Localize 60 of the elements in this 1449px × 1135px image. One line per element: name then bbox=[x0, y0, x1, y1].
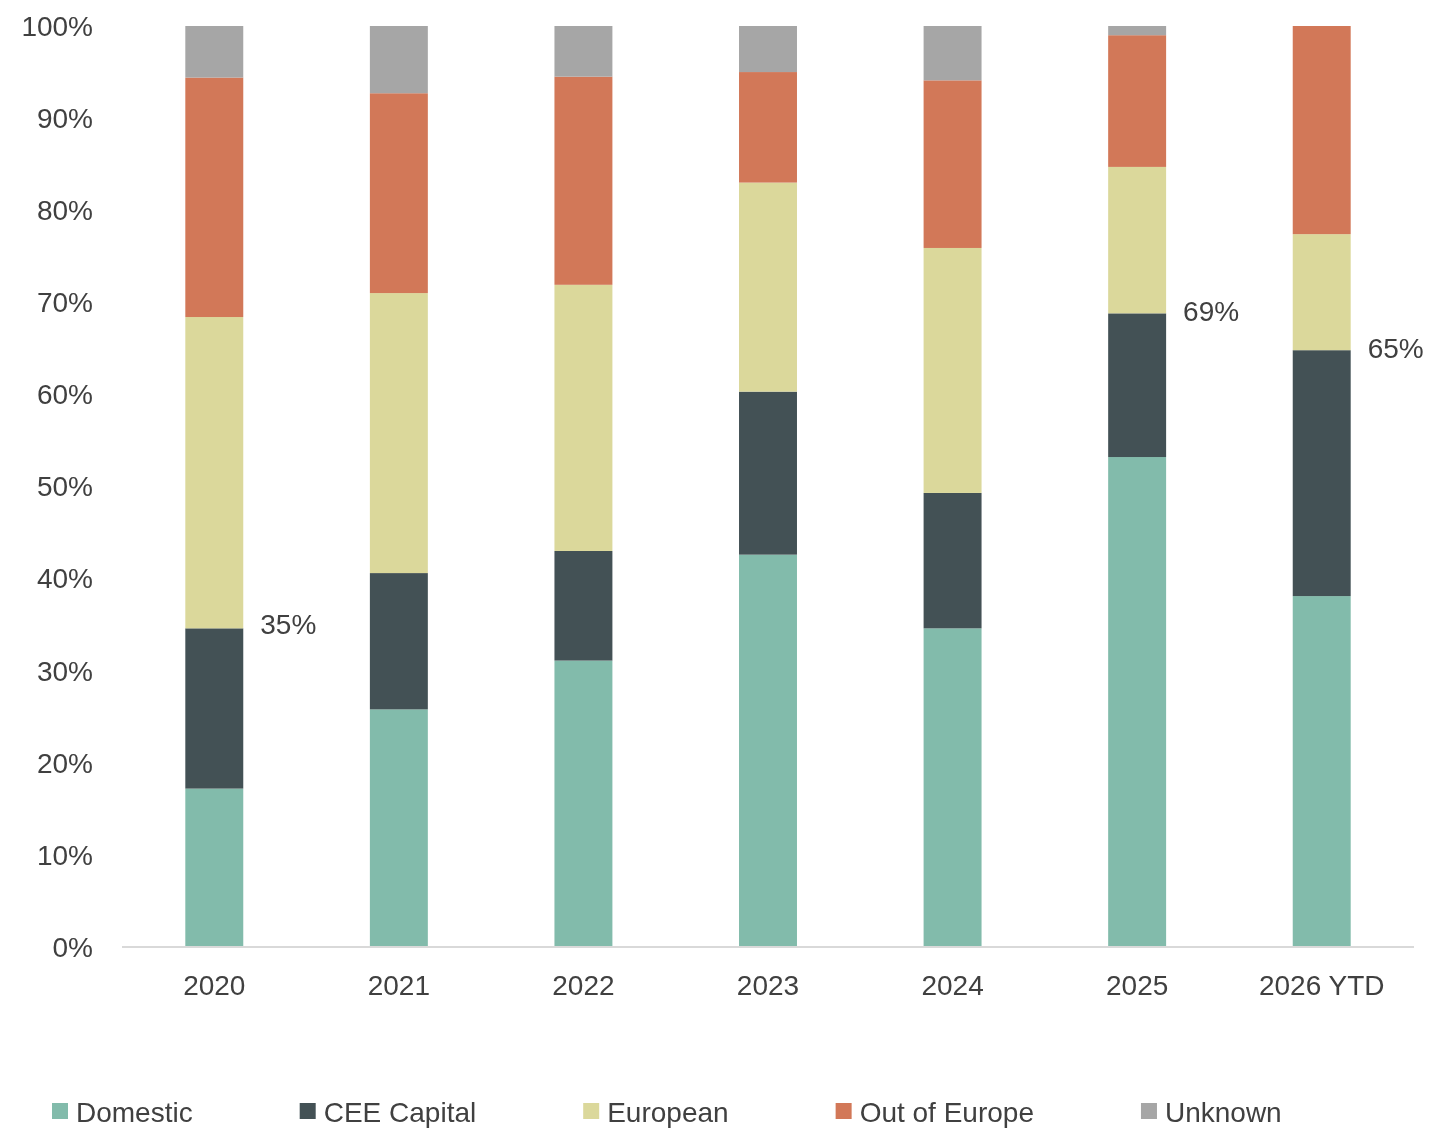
bar bbox=[369, 93, 428, 294]
bar bbox=[554, 660, 613, 947]
legend-label: Out of Europe bbox=[859, 1096, 1034, 1128]
bar bbox=[923, 247, 982, 493]
bar bbox=[554, 76, 613, 285]
bar bbox=[923, 492, 982, 629]
x-tick-label: 2021 bbox=[367, 969, 431, 1001]
x-tick-label: 2023 bbox=[736, 969, 800, 1001]
legend-label: European bbox=[607, 1096, 729, 1128]
bar bbox=[1108, 313, 1167, 458]
bar bbox=[1292, 350, 1351, 597]
y-tick-label: 10% bbox=[36, 839, 93, 871]
bar bbox=[369, 709, 428, 947]
annotation: 65% bbox=[1367, 333, 1424, 365]
bar bbox=[185, 628, 244, 789]
legend-label: Unknown bbox=[1164, 1096, 1282, 1128]
bar bbox=[1108, 166, 1167, 314]
x-tick-label: 2020 bbox=[183, 969, 246, 1001]
x-tick-label: 2026 YTD bbox=[1258, 969, 1385, 1001]
bar bbox=[185, 788, 244, 947]
bar bbox=[369, 293, 428, 574]
x-tick-label: 2025 bbox=[1105, 969, 1169, 1001]
bar bbox=[1292, 234, 1351, 351]
y-tick-label: 0% bbox=[52, 931, 93, 963]
x-tick-label: 2022 bbox=[552, 969, 615, 1001]
bar bbox=[554, 284, 613, 551]
bar bbox=[923, 80, 982, 248]
legend-label: Domestic bbox=[76, 1096, 193, 1128]
y-tick-label: 100% bbox=[21, 10, 93, 42]
bar bbox=[739, 391, 797, 555]
bar bbox=[739, 26, 797, 73]
bar bbox=[1108, 457, 1167, 947]
annotation: 69% bbox=[1183, 296, 1240, 328]
y-tick-label: 50% bbox=[36, 471, 93, 503]
bar bbox=[739, 182, 797, 392]
y-tick-label: 80% bbox=[36, 195, 93, 226]
bar bbox=[739, 554, 797, 947]
bar bbox=[739, 72, 797, 183]
y-tick-label: 70% bbox=[36, 287, 93, 319]
bar bbox=[1292, 26, 1351, 235]
annotation: 35% bbox=[260, 609, 317, 641]
bar bbox=[369, 573, 428, 710]
bar bbox=[554, 26, 613, 77]
bar bbox=[923, 26, 982, 81]
bar bbox=[1292, 596, 1351, 947]
legend-label: CEE Capital bbox=[323, 1096, 477, 1128]
bar bbox=[185, 317, 244, 629]
y-tick-label: 20% bbox=[36, 747, 93, 779]
bar bbox=[369, 26, 428, 94]
y-tick-label: 40% bbox=[36, 563, 93, 595]
bar bbox=[185, 77, 244, 318]
bar bbox=[1108, 35, 1167, 167]
y-tick-label: 90% bbox=[36, 102, 93, 134]
x-tick-label: 2024 bbox=[921, 969, 984, 1001]
y-tick-label: 60% bbox=[36, 379, 93, 411]
bar bbox=[923, 628, 982, 947]
y-tick-label: 30% bbox=[36, 655, 93, 687]
bar bbox=[554, 550, 613, 661]
bar bbox=[1108, 26, 1167, 36]
bar bbox=[185, 26, 244, 78]
